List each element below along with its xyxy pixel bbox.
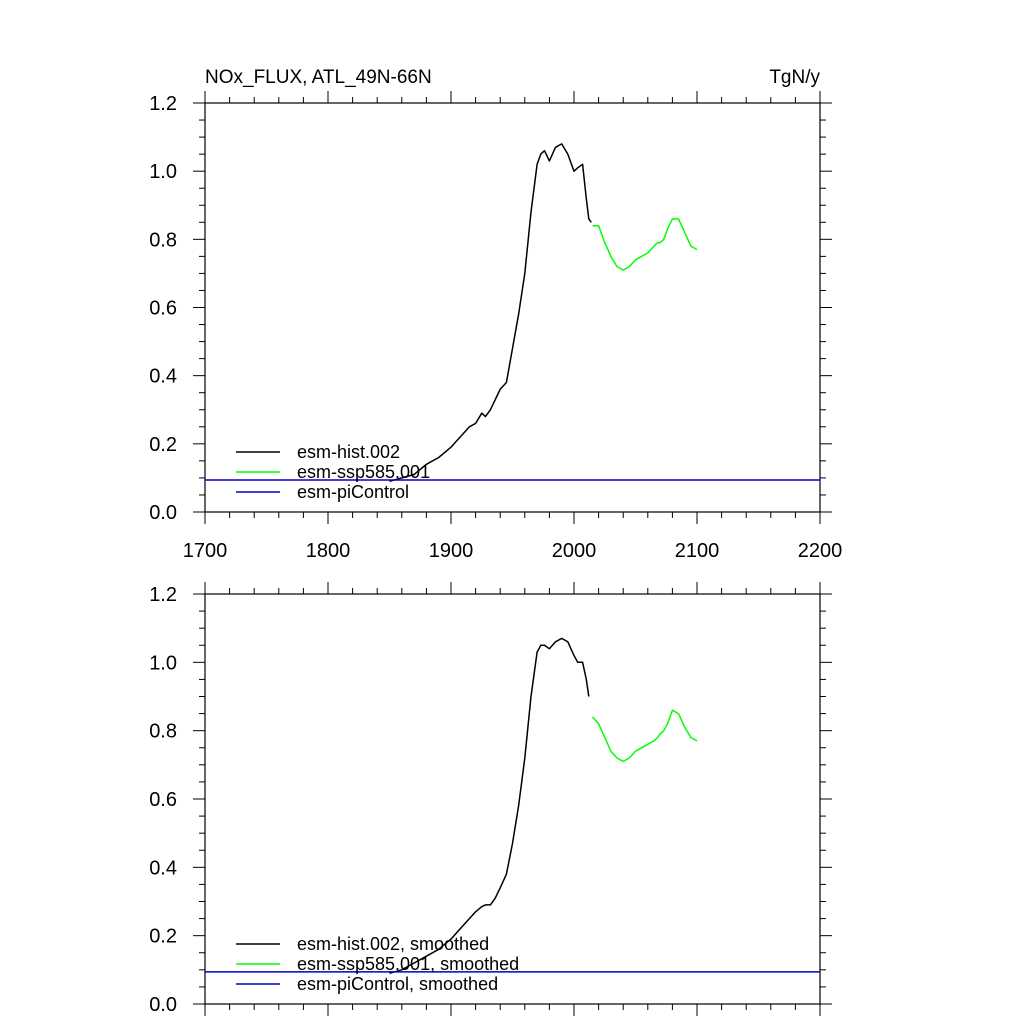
x-tick-label: 2100 <box>675 540 720 562</box>
y-tick-label: 1.2 <box>149 93 177 115</box>
y-tick-label: 0.2 <box>149 434 177 456</box>
legend-label: esm-hist.002, smoothed <box>297 934 489 954</box>
legend-label: esm-piControl, smoothed <box>297 974 498 994</box>
legend-label: esm-ssp585.001 <box>297 462 430 482</box>
series-line-esm-hist-002 <box>389 143 592 483</box>
legend-label: esm-piControl <box>297 482 409 502</box>
legend-label: esm-hist.002 <box>297 442 400 462</box>
y-tick-label: 0.4 <box>149 857 177 879</box>
y-tick-label: 0.2 <box>149 926 177 948</box>
units-label: TgN/y <box>769 67 820 88</box>
y-tick-label: 1.2 <box>149 584 177 606</box>
x-tick-label: 2200 <box>798 540 843 562</box>
y-tick-label: 0.6 <box>149 789 177 811</box>
series-line-esm-ssp585-001 <box>592 218 698 271</box>
y-tick-label: 0.6 <box>149 298 177 320</box>
y-tick-label: 0.8 <box>149 229 177 251</box>
x-tick-label: 1900 <box>429 540 474 562</box>
y-tick-label: 1.0 <box>149 652 177 674</box>
top-panel: NOx_FLUX, ATL_49N-66N TgN/y 0.0 0.2 0.4 0.6… <box>149 67 842 562</box>
y-tick-label: 0.4 <box>149 366 177 388</box>
y-tick-label: 1.0 <box>149 161 177 183</box>
series-line-esm-ssp585-001-smoothed <box>591 709 698 763</box>
legend-label: esm-ssp585.001, smoothed <box>297 954 519 974</box>
series-line-esm-hist-002-smoothed <box>389 637 590 975</box>
x-tick-label: 1700 <box>183 540 228 562</box>
x-tick-label: 1800 <box>306 540 351 562</box>
bottom-panel: 0.0 0.2 0.4 0.6 0.8 1.0 1.2 esm-hist.002, smoot… <box>149 582 832 1016</box>
y-tick-label: 0.0 <box>149 502 177 524</box>
x-tick-label: 2000 <box>552 540 597 562</box>
chart-title: NOx_FLUX, ATL_49N-66N <box>205 67 432 88</box>
y-tick-label: 0.8 <box>149 721 177 743</box>
y-tick-label: 0.0 <box>149 994 177 1016</box>
